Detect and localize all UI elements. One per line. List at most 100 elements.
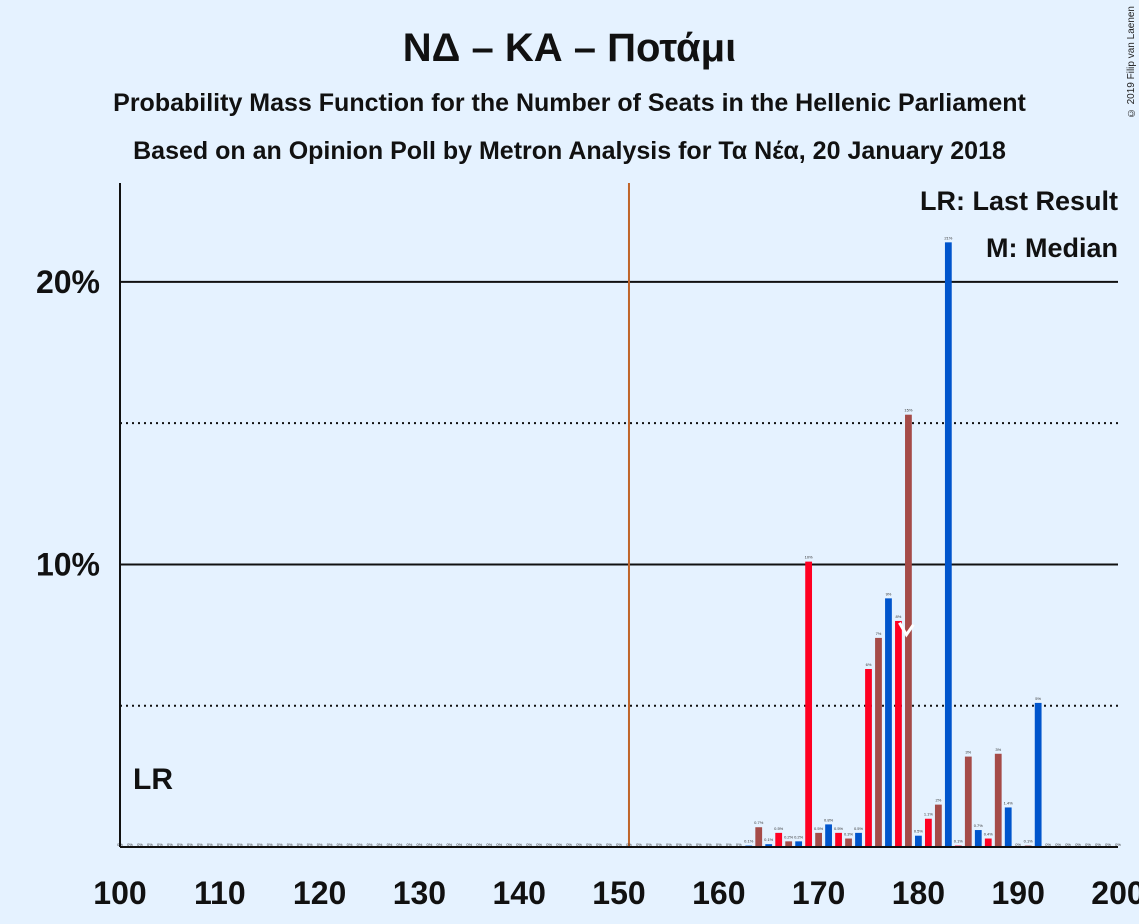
bar-label-seat-173: 0.3%: [844, 832, 854, 837]
bar-label-seat-188: 3%: [995, 747, 1001, 752]
bar-label-zero: 0%: [646, 842, 652, 847]
bar-label-seat-166: 0.5%: [774, 826, 784, 831]
bar-label-zero: 0%: [177, 842, 183, 847]
x-tick-label-180: 180: [892, 875, 945, 911]
bar-seat-180: [915, 835, 922, 847]
bar-seat-176: [875, 637, 882, 847]
gridlines: [120, 183, 1118, 847]
bar-seat-178: [895, 620, 902, 847]
bar-label-seat-168: 0.2%: [794, 834, 804, 839]
bars: 0% 0% 0% 0% 0% 0% 0% 0% 0% 0% 0% 0% 0% 0% 0% 0% 0% 0% 0% 0%…: [117, 235, 1121, 847]
bar-seat-167: [785, 841, 793, 847]
bar-label-seat-169: 10%: [805, 555, 813, 560]
bar-label-zero: 0%: [736, 842, 742, 847]
bar-label-zero: 0%: [367, 842, 373, 847]
bar-label-zero: 0%: [466, 842, 472, 847]
bar-label-seat-177: 9%: [886, 591, 892, 596]
legend-last-result: LR: Last Result: [920, 186, 1118, 216]
bar-label-zero: 0%: [347, 842, 353, 847]
bar-label-zero: 0%: [446, 842, 452, 847]
bar-label-zero: 0%: [357, 842, 363, 847]
bar-seat-177: [885, 598, 892, 847]
bar-seat-189: [1004, 807, 1012, 847]
bar-label-seat-163: 0.1%: [744, 839, 754, 844]
legend-median: M: Median: [986, 233, 1118, 263]
bar-label-zero: 0%: [267, 842, 273, 847]
bar-label-seat-164: 0.7%: [754, 820, 764, 825]
bar-seat-186: [974, 830, 982, 847]
bar-label-zero: 0%: [327, 842, 333, 847]
chart-subtitle-source: Based on an Opinion Poll by Metron Analy…: [133, 137, 1006, 165]
bar-label-zero: 0%: [1075, 842, 1081, 847]
bar-label-zero: 0%: [516, 842, 522, 847]
bar-label-zero: 0%: [307, 842, 313, 847]
bar-label-zero: 0%: [1015, 842, 1021, 847]
bar-seat-170: [815, 832, 822, 847]
bar-label-zero: 0%: [496, 842, 502, 847]
bar-label-zero: 0%: [576, 842, 582, 847]
x-tick-label-140: 140: [493, 875, 546, 911]
y-tick-label-20: 20%: [36, 264, 100, 300]
bar-label-seat-171: 0.8%: [824, 817, 834, 822]
x-tick-label-100: 100: [93, 875, 146, 911]
bar-label-zero: 0%: [167, 842, 173, 847]
bar-label-zero: 0%: [666, 842, 672, 847]
bar-label-zero: 0%: [337, 842, 343, 847]
bar-label-seat-172: 0.5%: [834, 826, 844, 831]
bar-label-seat-191: 0.1%: [1024, 839, 1034, 844]
bar-label-seat-179: 15%: [904, 408, 912, 413]
bar-seat-173: [845, 838, 852, 847]
bar-seat-192: [1034, 702, 1042, 847]
bar-label-zero: 0%: [1055, 842, 1061, 847]
bar-seat-169: [805, 561, 813, 847]
bar-seat-188: [994, 753, 1002, 847]
bar-seat-185: [964, 756, 972, 847]
bar-label-zero: 0%: [417, 842, 423, 847]
bar-seat-181: [924, 818, 932, 847]
bar-label-seat-192: 5%: [1035, 696, 1041, 701]
bar-label-seat-181: 1.1%: [924, 812, 934, 817]
bar-label-zero: 0%: [137, 842, 143, 847]
bar-label-seat-184: 0.1%: [954, 839, 964, 844]
bar-label-zero: 0%: [157, 842, 163, 847]
bar-label-zero: 0%: [187, 842, 193, 847]
x-tick-label-170: 170: [792, 875, 845, 911]
x-tick-label-120: 120: [293, 875, 346, 911]
bar-label-zero: 0%: [147, 842, 153, 847]
bar-label-seat-178: 8%: [896, 614, 902, 619]
bar-label-seat-174: 0.5%: [854, 826, 864, 831]
bar-label-zero: 0%: [636, 842, 642, 847]
bar-label-zero: 0%: [1085, 842, 1091, 847]
bar-label-zero: 0%: [1105, 842, 1111, 847]
last-result-marker: LR: [133, 763, 173, 796]
bar-seat-171: [825, 824, 832, 847]
bar-label-zero: 0%: [696, 842, 702, 847]
bar-label-zero: 0%: [686, 842, 692, 847]
bar-seat-166: [775, 832, 783, 847]
bar-label-zero: 0%: [397, 842, 403, 847]
bar-seat-187: [984, 838, 992, 847]
bar-label-seat-185: 3%: [965, 750, 971, 755]
bar-label-zero: 0%: [726, 842, 732, 847]
bar-label-zero: 0%: [217, 842, 223, 847]
x-tick-label-130: 130: [393, 875, 446, 911]
chart-subtitle: Probability Mass Function for the Number…: [113, 89, 1026, 117]
bar-label-zero: 0%: [566, 842, 572, 847]
bar-label-seat-176: 7%: [876, 631, 882, 636]
bar-label-zero: 0%: [476, 842, 482, 847]
bar-seat-175: [865, 668, 872, 847]
bar-label-zero: 0%: [626, 842, 632, 847]
bar-label-seat-186: 0.7%: [974, 823, 984, 828]
bar-label-seat-175: 6%: [866, 662, 872, 667]
bar-label-zero: 0%: [486, 842, 492, 847]
bar-seat-172: [835, 832, 842, 847]
bar-seat-174: [855, 832, 862, 847]
bar-label-seat-165: 0.1%: [764, 837, 774, 842]
bar-label-zero: 0%: [436, 842, 442, 847]
bar-label-seat-167: 0.2%: [784, 834, 794, 839]
bar-label-zero: 0%: [317, 842, 323, 847]
bar-label-zero: 0%: [556, 842, 562, 847]
bar-label-zero: 0%: [546, 842, 552, 847]
bar-label-seat-182: 2%: [935, 798, 941, 803]
y-tick-label-10: 10%: [36, 546, 100, 582]
